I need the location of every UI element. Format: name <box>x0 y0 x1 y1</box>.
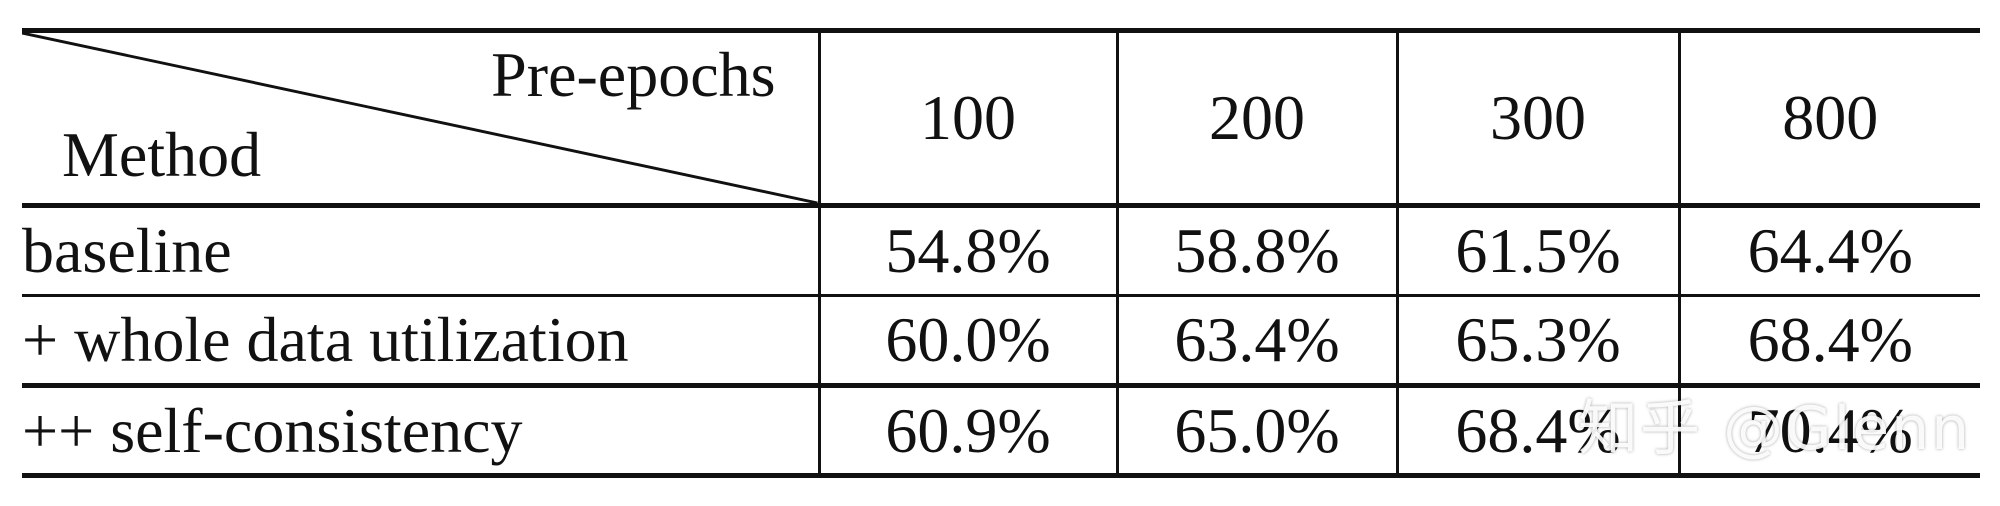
header-epoch-200: 200 <box>1115 30 1397 206</box>
value-cell: 58.8% <box>1115 205 1397 296</box>
results-table-container: Pre-epochs Method 100 200 300 800 baseli… <box>22 28 1980 478</box>
value-cell: 60.0% <box>817 295 1117 386</box>
method-label: baseline <box>22 215 232 286</box>
value-cell-best: 68.4% <box>1395 385 1679 476</box>
value-cell: 68.4% <box>1677 295 1980 386</box>
diagonal-header-cell: Pre-epochs Method <box>22 31 819 206</box>
table-row-baseline: baseline 54.8% 58.8% 61.5% 64.4% <box>22 205 1980 296</box>
value-cell: 61.5% <box>1395 205 1679 296</box>
method-label: + whole data utilization <box>22 304 629 375</box>
results-table: Pre-epochs Method 100 200 300 800 baseli… <box>22 28 1980 478</box>
value-cell: 54.8% <box>817 205 1117 296</box>
value-cell: 63.4% <box>1115 295 1397 386</box>
header-row: Pre-epochs Method 100 200 300 800 <box>22 30 1980 206</box>
table-row-self-consistency: ++ self-consistency 60.9% 65.0% 68.4% 70… <box>22 385 1980 476</box>
header-epoch-800: 800 <box>1677 30 1980 206</box>
value-cell: 65.3% <box>1395 295 1679 386</box>
diagonal-line <box>22 33 818 203</box>
header-pre-epochs: Pre-epochs <box>491 39 776 110</box>
method-label: ++ self-consistency <box>22 394 523 466</box>
value-cell-best: 70.4% <box>1677 385 1980 476</box>
header-epoch-300: 300 <box>1395 30 1679 206</box>
watermark-text: 知乎 @Glenn <box>1578 394 1972 464</box>
value-cell-best: 65.0% <box>1115 385 1397 476</box>
header-epoch-100: 100 <box>817 30 1117 206</box>
value-cell-best: 60.9% <box>817 385 1117 476</box>
header-method: Method <box>62 119 262 190</box>
table-row-whole-data: + whole data utilization 60.0% 63.4% 65.… <box>22 295 1980 386</box>
value-cell: 64.4% <box>1677 205 1980 296</box>
